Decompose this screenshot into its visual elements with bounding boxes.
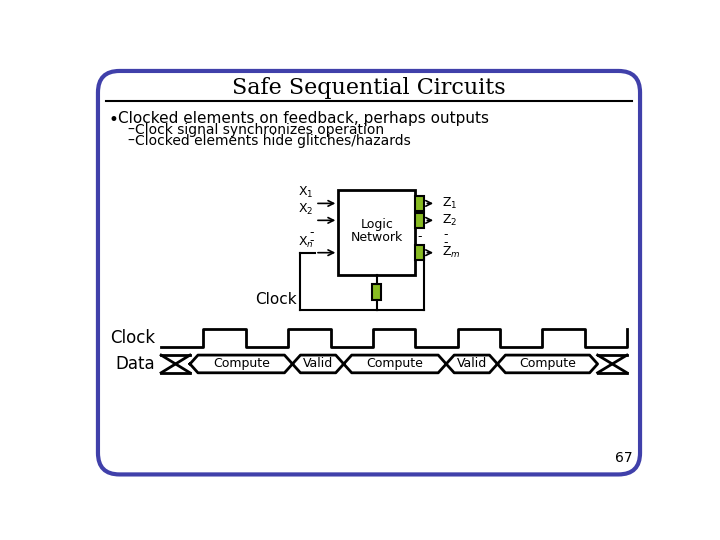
Text: Valid: Valid	[456, 357, 487, 370]
Bar	[415, 245, 425, 260]
Text: Clock: Clock	[110, 329, 155, 347]
Bar	[415, 195, 425, 211]
Text: Data: Data	[115, 355, 155, 373]
Text: X$_n$: X$_n$	[298, 234, 314, 249]
Text: Compute: Compute	[213, 357, 270, 370]
Text: Clocked elements hide glitches/hazards: Clocked elements hide glitches/hazards	[135, 134, 410, 148]
Text: Safe Sequential Circuits: Safe Sequential Circuits	[232, 77, 506, 99]
Text: 67: 67	[616, 451, 633, 465]
Text: –: –	[127, 123, 134, 137]
Text: X$_2$: X$_2$	[298, 202, 314, 217]
Text: Compute: Compute	[366, 357, 423, 370]
Text: Compute: Compute	[519, 357, 576, 370]
Bar	[415, 213, 425, 228]
Text: Clock signal synchronizes operation: Clock signal synchronizes operation	[135, 123, 384, 137]
Text: Z$_1$: Z$_1$	[442, 196, 458, 211]
Bar	[338, 190, 415, 275]
Text: Clocked elements on feedback, perhaps outputs: Clocked elements on feedback, perhaps ou…	[118, 111, 489, 126]
Text: X$_1$: X$_1$	[298, 185, 314, 200]
Text: Network: Network	[351, 231, 402, 244]
Text: -: -	[309, 226, 313, 239]
Text: Valid: Valid	[303, 357, 333, 370]
Text: -: -	[443, 236, 448, 249]
Text: Z$_2$: Z$_2$	[442, 213, 457, 228]
Text: -: -	[443, 228, 448, 241]
Text: -: -	[418, 230, 422, 243]
FancyBboxPatch shape	[98, 71, 640, 475]
Bar	[372, 284, 382, 300]
Text: Clock: Clock	[255, 292, 297, 307]
Text: –: –	[127, 134, 134, 148]
Text: Logic: Logic	[360, 219, 393, 232]
Text: •: •	[109, 111, 119, 129]
Text: -: -	[309, 234, 313, 247]
Text: Z$_m$: Z$_m$	[442, 245, 461, 260]
